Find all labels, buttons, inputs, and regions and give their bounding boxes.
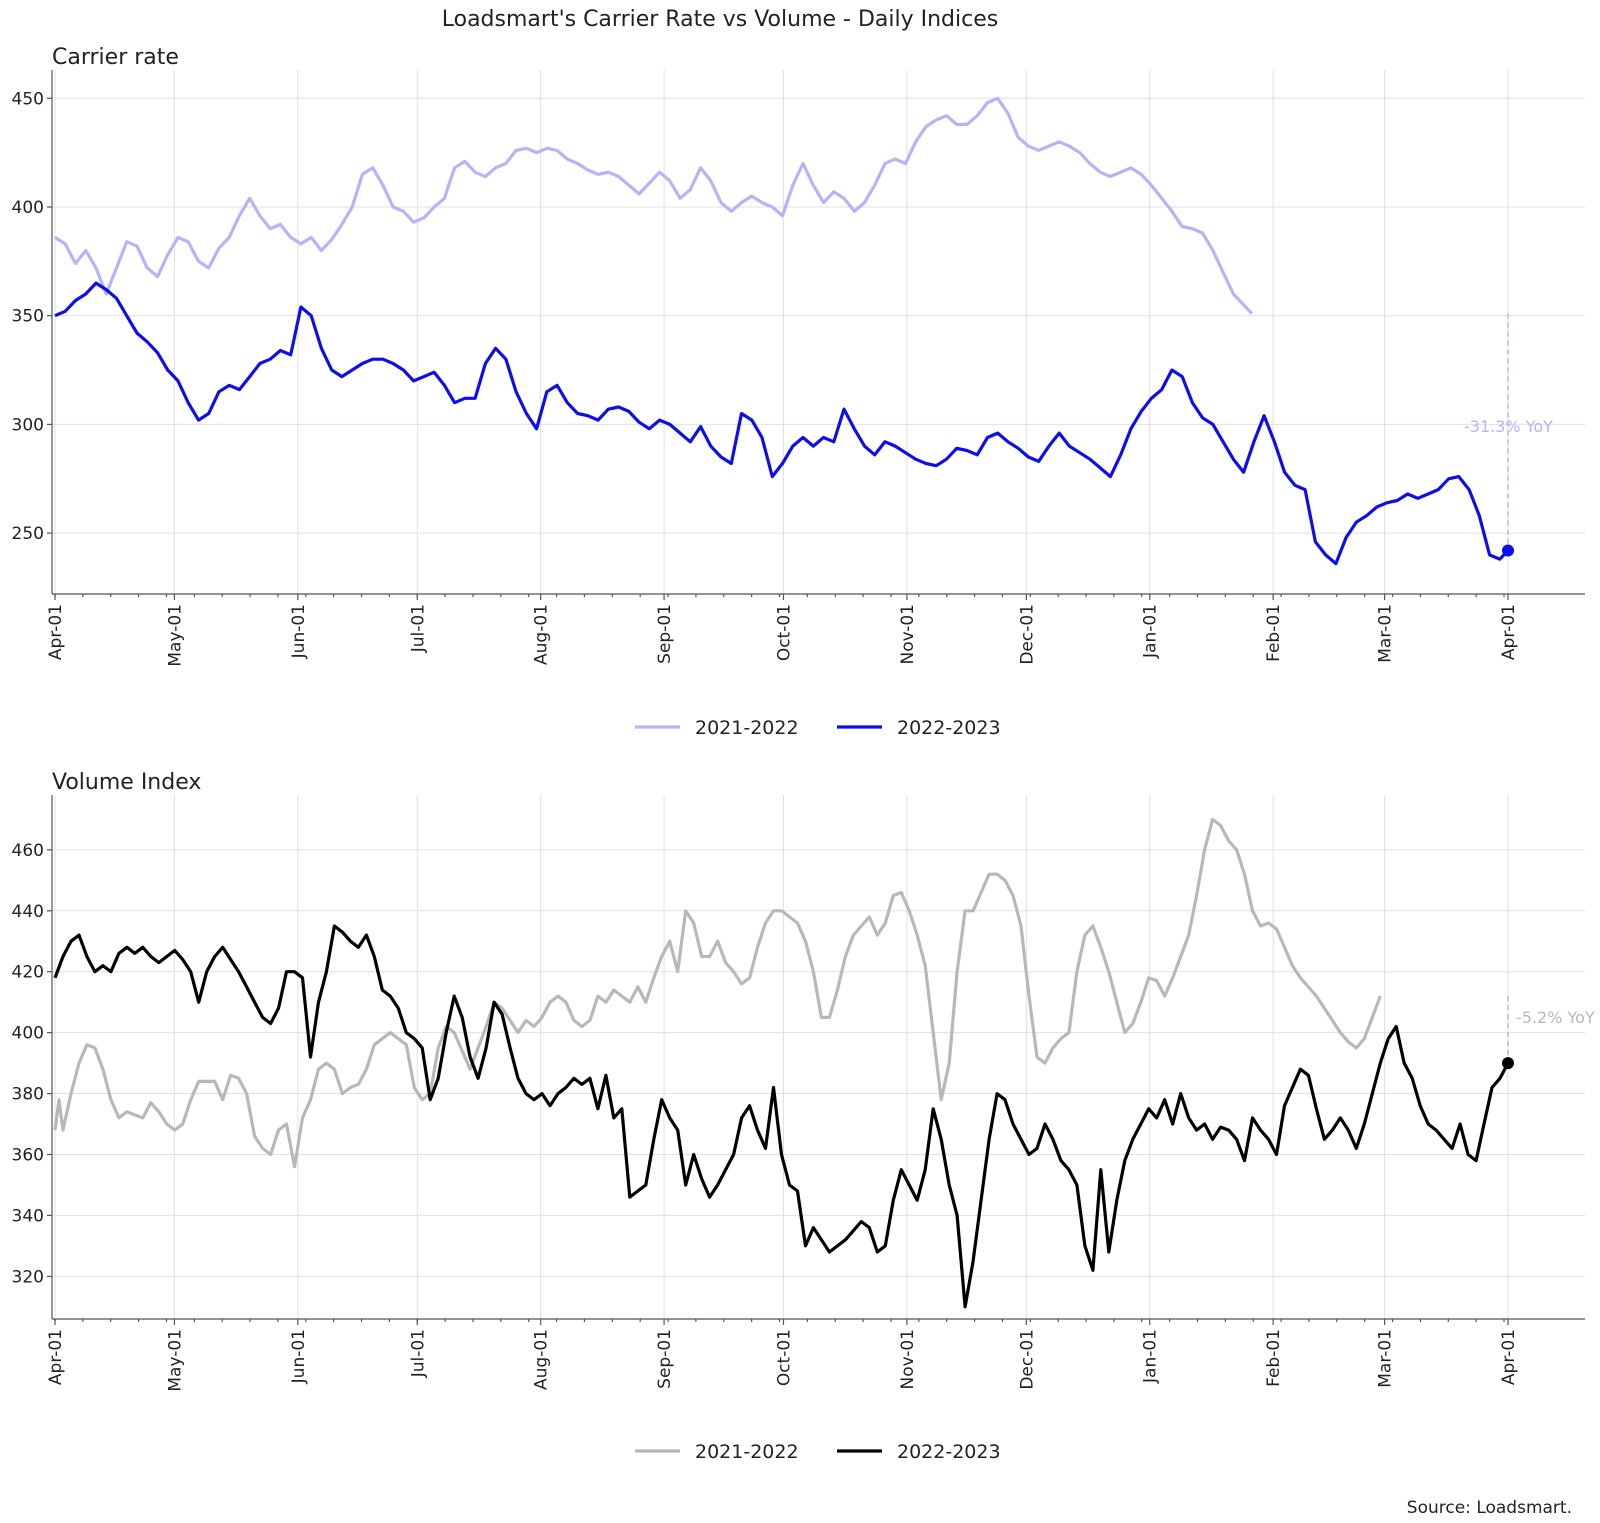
source-note: Source: Loadsmart.: [1407, 1498, 1572, 1518]
x-tick-label: May-01: [165, 1329, 185, 1392]
x-tick-label: Nov-01: [898, 1329, 918, 1390]
last-value-dot: [1502, 544, 1514, 557]
x-tick-label: Apr-01: [1499, 1329, 1519, 1385]
series-line-2021-2022: [54, 96, 1253, 315]
x-tick-label: Apr-01: [1499, 604, 1519, 660]
x-tick-label: May-01: [165, 604, 185, 667]
x-tick-label: Apr-01: [46, 604, 66, 660]
carrier-rate-title: Carrier rate: [52, 45, 179, 70]
chart-title: Loadsmart's Carrier Rate vs Volume - Dai…: [442, 7, 998, 32]
x-tick-label: Aug-01: [532, 1329, 552, 1390]
last-value-dot: [1502, 1057, 1514, 1070]
x-tick-label: Feb-01: [1264, 604, 1284, 662]
yoy-annotation: -5.2% YoY: [1516, 1008, 1595, 1027]
x-tick-label: Jul-01: [408, 604, 428, 653]
carrier-rate-axes: 250 300 350 400 450 Apr-01 May-01 Jun-01 Jul-01 A…: [12, 70, 1585, 667]
x-tick-label: Oct-01: [774, 604, 794, 661]
x-tick-label: Jun-01: [289, 1329, 309, 1384]
carrier-rate-legend: 2021-2022 2022-2023: [635, 717, 1001, 739]
y-tick-label: 400: [12, 198, 44, 218]
y-tick-label: 380: [12, 1085, 44, 1105]
y-tick-label: 440: [12, 902, 44, 922]
legend-label-2021-2022: 2021-2022: [695, 717, 799, 739]
x-tick-label: Mar-01: [1376, 604, 1396, 663]
legend-label-2022-2023: 2022-2023: [897, 717, 1001, 739]
y-tick-label: 350: [12, 307, 44, 327]
x-tick-label: Oct-01: [774, 1329, 794, 1386]
volume-index-panel: Volume Index 320 340 360 380 400 420 440 460 Apr…: [12, 770, 1595, 1463]
x-tick-label: Apr-01: [46, 1329, 66, 1385]
volume-index-axes: 320 340 360 380 400 420 440 460 Apr-01 May-01 Jun-…: [12, 795, 1585, 1392]
series-line-2022-2023: [53, 924, 1510, 1309]
legend-label-2021-2022: 2021-2022: [695, 1441, 799, 1463]
y-tick-label: 450: [12, 89, 44, 109]
y-tick-label: 250: [12, 524, 44, 544]
carrier-rate-grid: [52, 70, 1585, 594]
x-tick-label: Jun-01: [289, 604, 309, 659]
x-tick-label: Dec-01: [1017, 604, 1037, 665]
y-tick-label: 360: [12, 1145, 44, 1165]
x-tick-label: Aug-01: [532, 604, 552, 665]
y-tick-label: 320: [12, 1267, 44, 1287]
x-tick-label: Jan-01: [1141, 604, 1161, 659]
x-tick-label: Jan-01: [1141, 1329, 1161, 1384]
volume-index-series: -5.2% YoY: [53, 817, 1595, 1309]
x-tick-label: Feb-01: [1264, 1329, 1284, 1387]
y-tick-label: 300: [12, 415, 44, 435]
y-tick-label: 400: [12, 1024, 44, 1044]
y-tick-label: 420: [12, 963, 44, 983]
legend-label-2022-2023: 2022-2023: [897, 1441, 1001, 1463]
series-line-2022-2023: [54, 281, 1510, 566]
x-tick-label: Nov-01: [898, 604, 918, 665]
volume-index-title: Volume Index: [52, 770, 201, 795]
volume-index-legend: 2021-2022 2022-2023: [635, 1441, 1001, 1463]
x-tick-label: Sep-01: [655, 604, 675, 664]
x-tick-label: Mar-01: [1376, 1329, 1396, 1388]
carrier-rate-series: -31.3% YoY: [54, 96, 1553, 566]
x-tick-label: Sep-01: [655, 1329, 675, 1389]
volume-index-grid: [52, 795, 1585, 1319]
carrier-rate-panel: Carrier rate 250 300 350 400 450 Apr-01 May-01…: [12, 45, 1585, 739]
y-tick-label: 460: [12, 841, 44, 861]
y-tick-label: 340: [12, 1206, 44, 1226]
yoy-annotation: -31.3% YoY: [1464, 417, 1553, 436]
series-line-2021-2022: [53, 817, 1382, 1169]
x-tick-label: Jul-01: [408, 1329, 428, 1378]
x-tick-label: Dec-01: [1017, 1329, 1037, 1390]
